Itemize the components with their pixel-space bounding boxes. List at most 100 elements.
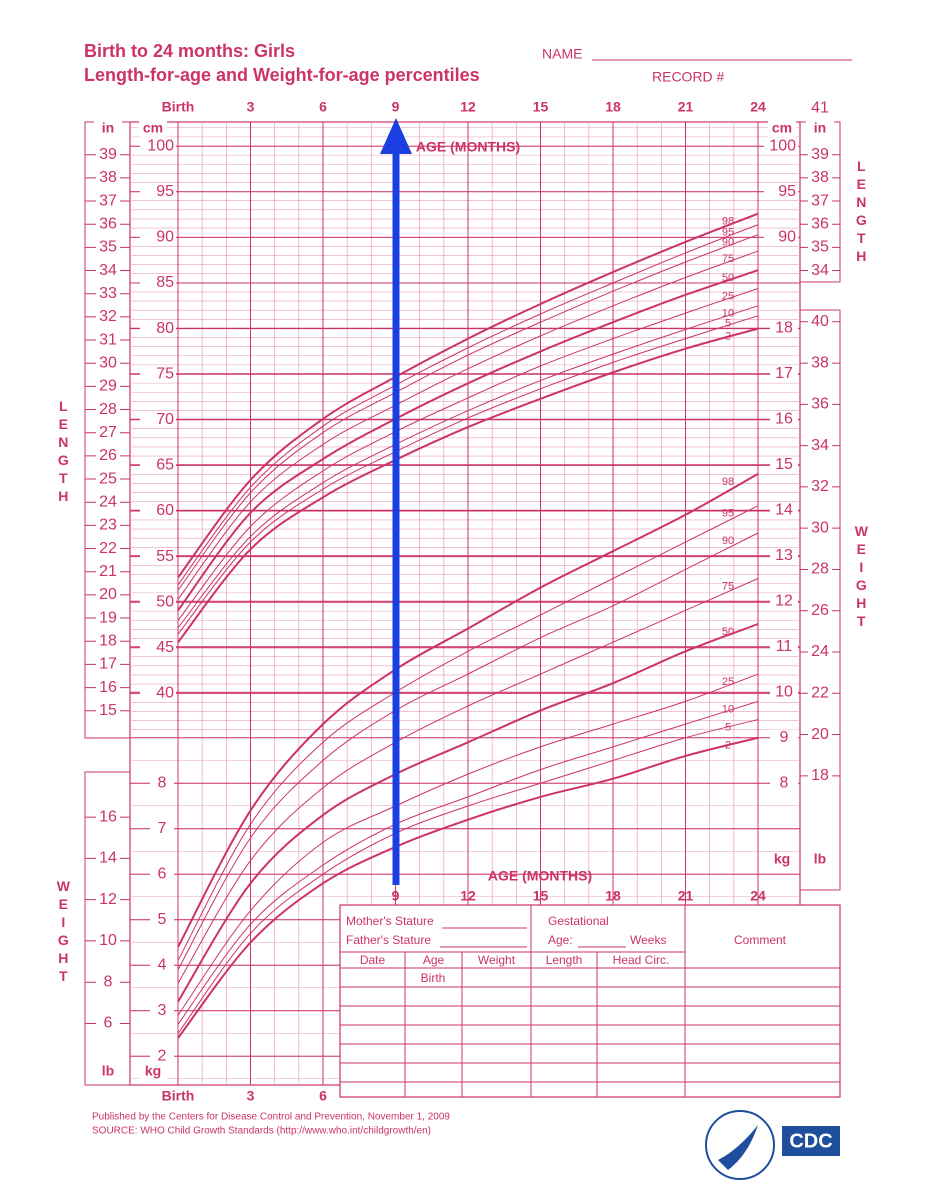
label-bg [96,262,120,279]
mother-stature: Mother's Stature [346,914,434,928]
y2-tick-label: 30 [99,354,117,371]
y2-tick-label: 16 [99,679,117,696]
y2-tick-label: 36 [811,215,829,232]
y-tick-label: 11 [776,638,793,655]
percentile-curve [177,700,759,1025]
y2-tick-label: 34 [99,262,117,279]
y2-tick-label: 26 [99,447,117,464]
label-bg [96,239,120,256]
label-bg [764,183,798,200]
label-bg [140,229,176,246]
percentile-curve [177,250,759,600]
y-tick-label: 75 [156,365,174,382]
column-header: Weight [478,953,516,967]
label-bg [150,911,174,928]
y-tick-label: 85 [156,274,174,291]
x-tick-label: 9 [392,99,400,115]
label-bg [96,563,120,580]
x-tick-label: 12 [460,888,476,904]
y-tick-label: 13 [775,547,793,564]
percentile-label: 90 [722,237,734,249]
label-bg [808,602,832,619]
y2-tick-label: 28 [99,401,117,418]
y2-tick-label: 36 [811,396,829,413]
label-bg [770,411,798,428]
y-tick-label: 15 [775,456,793,473]
y-tick-label: 55 [156,548,174,565]
label-bg [150,1002,174,1019]
y2-tick-label: 17 [99,656,117,673]
label-bg [808,767,832,784]
label-bg [808,644,832,661]
y2-tick-label: 39 [99,146,117,163]
lb-column-right [799,309,841,891]
label-bg [140,275,176,291]
y2-tick-label: 32 [99,308,117,325]
label-bg [770,775,798,792]
label-bg [140,183,176,200]
x-tick-label: Birth [162,99,195,115]
y2-tick-label: 20 [811,726,829,743]
percentile-curve [177,212,759,579]
y2-tick-label: 29 [99,378,117,395]
label-bg [770,502,798,519]
percentile-label: 50 [722,272,734,284]
label-bg [806,121,834,137]
y-tick-label: 70 [156,411,174,428]
label-bg [96,216,120,233]
label-bg [96,146,120,163]
footer-published: Published by the Centers for Disease Con… [92,1112,450,1123]
x-tick-label: 6 [319,99,327,115]
percentile-label: 2 [725,331,731,343]
percentile-curve [177,578,759,984]
percentile-label: 25 [722,290,734,302]
label-bg [96,378,120,395]
vertical-title: WEIGHT [55,878,71,986]
label-bg [96,494,120,511]
footer-source: SOURCE: WHO Child Growth Standards (http… [92,1126,431,1137]
unit-label: in [102,120,114,136]
x-axis-label: AGE (MONTHS) [488,868,592,884]
y2-tick-label: 34 [811,262,829,279]
column-header: Length [546,953,583,967]
y2-tick-label: 38 [811,169,829,186]
y2-tick-label: 20 [99,586,117,603]
unit-label: lb [102,1063,114,1079]
label-bg [770,365,798,382]
x-tick-label: 12 [460,99,476,115]
y-tick-label: 100 [769,137,796,154]
percentile-label: 75 [722,580,734,592]
y2-tick-label: 37 [99,192,117,209]
y2-tick-label: 31 [99,331,117,348]
x-axis-label: AGE (MONTHS) [416,139,520,155]
label-bg [94,121,122,137]
y-tick-label: 17 [775,365,793,382]
x-tick-label: Birth [162,1088,195,1104]
unit-label: kg [145,1063,161,1079]
y-tick-label: 8 [158,774,167,791]
y2-tick-label: 26 [811,602,829,619]
label-bg [808,262,832,279]
y2-tick-label: 24 [99,493,117,510]
label-bg [96,169,120,186]
label-bg [96,702,120,719]
y2-tick-label: 22 [811,685,829,702]
label-bg [140,138,176,155]
y2-tick-label: 18 [99,632,117,649]
percentile-curve [177,736,759,1039]
y-tick-label: 7 [158,820,167,837]
label-bg [806,852,834,868]
label-bg [808,169,832,186]
y2-tick-label: 19 [99,609,117,626]
y2-tick-label: 28 [811,561,829,578]
percentile-label: 98 [722,216,734,228]
y-tick-label: 10 [775,683,793,700]
label-bg [150,957,174,974]
cdc-logo-text: CDC [789,1130,832,1152]
y2-tick-label: 35 [811,239,829,256]
subtitle: Length-for-age and Weight-for-age percen… [84,65,480,85]
y2-tick-label: 39 [811,146,829,163]
y2-tick-label: 15 [99,702,117,719]
